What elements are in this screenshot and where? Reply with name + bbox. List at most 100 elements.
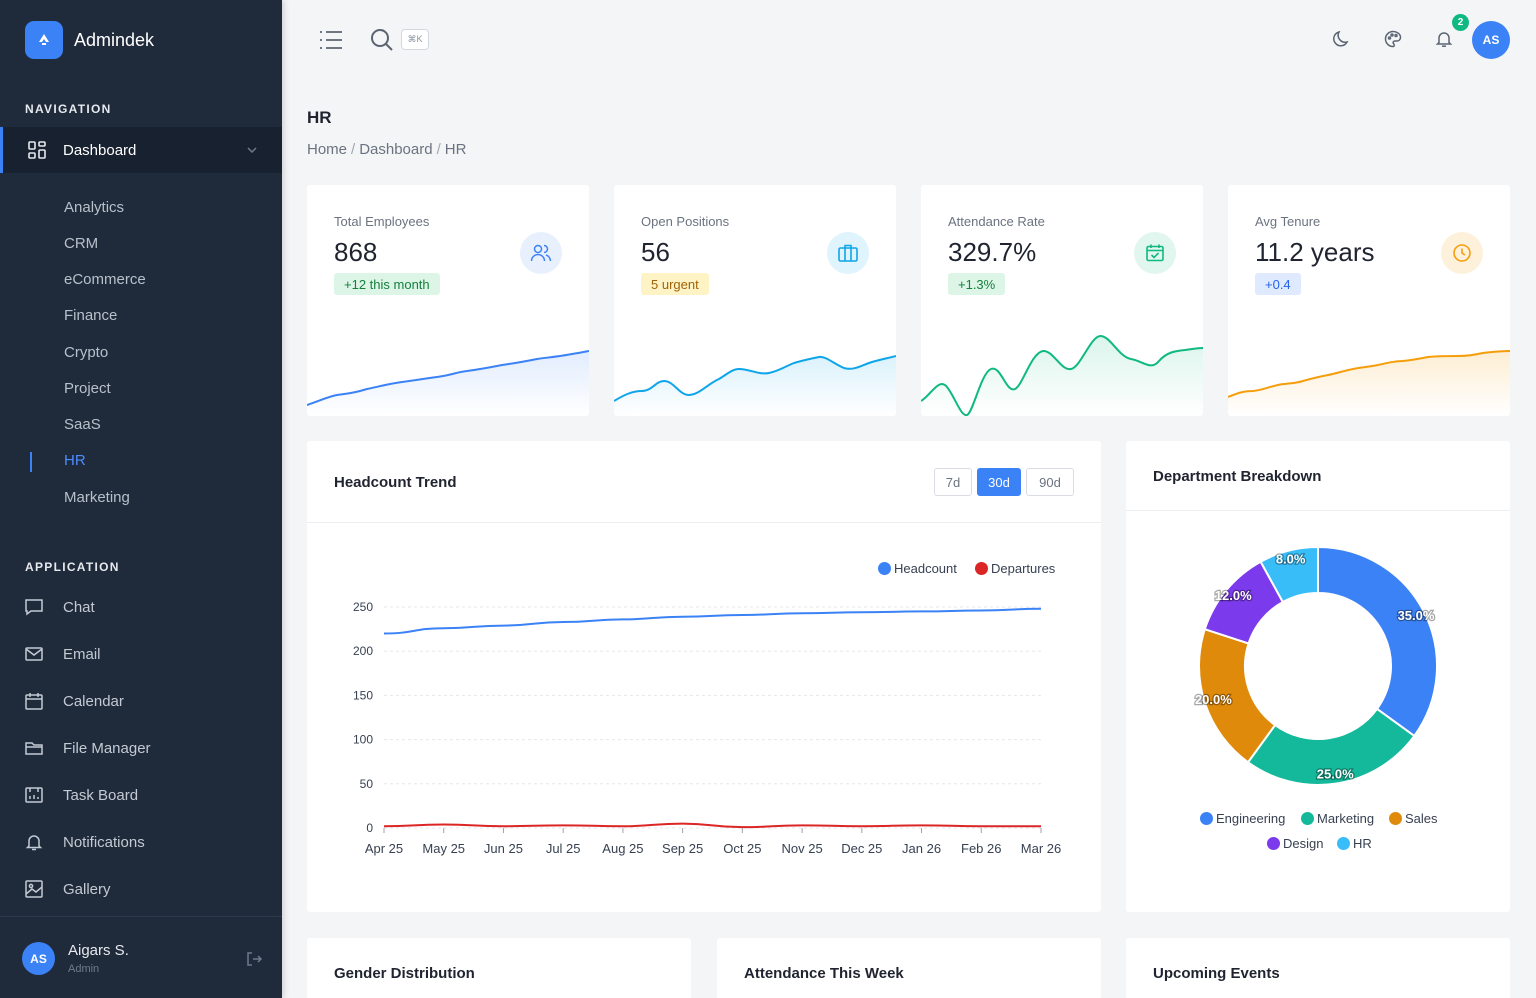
user-role: Admin <box>68 963 100 975</box>
sidebar-item-crm[interactable]: CRM <box>64 235 99 252</box>
brand-name: Admindek <box>74 29 155 50</box>
dashboard-grid-icon <box>27 140 47 160</box>
legend-engineering[interactable]: Engineering <box>1200 811 1285 826</box>
brand-logo-icon <box>25 21 63 59</box>
sidebar-item-calendar[interactable]: Calendar <box>24 691 124 711</box>
legend-label: Engineering <box>1216 811 1286 826</box>
donut-slice-label: 35.0% <box>1398 608 1435 623</box>
stat-card-avg-tenure: Avg Tenure 11.2 years +0.4 <box>1228 185 1510 416</box>
notification-count-badge: 2 <box>1452 14 1469 31</box>
sidebar-item-label: Gallery <box>63 880 111 898</box>
stat-badge: 5 urgent <box>641 273 709 295</box>
upcoming-events-title: Upcoming Events <box>1153 965 1280 982</box>
x-tick-label: May 25 <box>422 841 465 856</box>
search-shortcut-badge[interactable]: ⌘K <box>401 29 429 50</box>
legend-label: Headcount <box>894 561 957 576</box>
range-7d-button[interactable]: 7d <box>934 468 972 496</box>
legend-dot <box>878 562 891 575</box>
search-icon[interactable] <box>370 28 394 57</box>
y-tick-label: 0 <box>366 821 373 835</box>
sidebar-item-label: File Manager <box>63 739 151 757</box>
breadcrumb: Home / Dashboard / HR <box>307 141 467 158</box>
range-30d-button[interactable]: 30d <box>977 468 1021 496</box>
x-tick-label: Feb 26 <box>961 841 1001 856</box>
stat-label: Attendance Rate <box>948 214 1045 229</box>
range-90d-button[interactable]: 90d <box>1026 468 1074 496</box>
sidebar-item-marketing[interactable]: Marketing <box>64 489 130 506</box>
stat-badge: +0.4 <box>1255 273 1301 295</box>
sidebar-item-label: Calendar <box>63 692 124 710</box>
stat-value: 11.2 years <box>1255 237 1375 267</box>
stat-card-attendance-rate: Attendance Rate 329.7% +1.3% <box>921 185 1203 416</box>
donut-slice-label: 20.0% <box>1195 692 1232 707</box>
panel-divider <box>1126 510 1510 511</box>
upcoming-events-panel <box>1126 938 1510 998</box>
calendar-icon <box>25 693 43 710</box>
department-breakdown-panel <box>1126 441 1510 912</box>
legend-dot <box>1301 812 1314 825</box>
image-icon <box>25 880 43 898</box>
legend-label: Sales <box>1405 811 1438 826</box>
sidebar-item-notifications[interactable]: Notifications <box>24 832 145 852</box>
sidebar-item-analytics[interactable]: Analytics <box>64 199 125 216</box>
sidebar-item-crypto[interactable]: Crypto <box>64 344 109 361</box>
x-tick-label: Sep 25 <box>662 841 703 856</box>
moon-icon[interactable] <box>1333 30 1351 53</box>
legend-marketing[interactable]: Marketing <box>1301 811 1374 826</box>
legend-headcount[interactable]: Headcount <box>878 561 957 576</box>
attendance-week-title: Attendance This Week <box>744 965 904 982</box>
sidebar-item-label: Email <box>63 645 101 663</box>
sidebar-item-email[interactable]: Email <box>24 644 101 664</box>
stat-label: Avg Tenure <box>1255 214 1321 229</box>
palette-icon[interactable] <box>1384 30 1402 53</box>
sidebar-item-ecommerce[interactable]: eCommerce <box>64 271 146 288</box>
chevron-down-icon <box>246 143 258 161</box>
breadcrumb-dashboard[interactable]: Dashboard <box>359 141 433 158</box>
legend-label: Departures <box>991 561 1056 576</box>
logout-icon[interactable] <box>245 950 263 973</box>
legend-design[interactable]: Design <box>1267 836 1323 851</box>
sidebar-item-task-board[interactable]: Task Board <box>24 785 138 805</box>
avatar[interactable]: AS <box>1472 21 1510 59</box>
breadcrumb-current: HR <box>444 141 467 158</box>
bell-icon[interactable] <box>1435 30 1453 53</box>
avatar[interactable]: AS <box>22 942 55 975</box>
stat-label: Total Employees <box>334 214 430 229</box>
page-title: HR <box>307 108 332 127</box>
sidebar-item-file-manager[interactable]: File Manager <box>24 738 151 758</box>
sidebar-item-chat[interactable]: Chat <box>24 597 95 617</box>
legend-departures[interactable]: Departures <box>975 561 1055 576</box>
chat-icon <box>25 599 43 616</box>
attendance-week-panel <box>717 938 1101 998</box>
sidebar-item-dashboard[interactable]: Dashboard <box>0 127 282 173</box>
sidebar-item-hr[interactable]: HR <box>64 452 86 469</box>
y-tick-label: 100 <box>353 733 373 747</box>
nav-section-application: APPLICATION <box>25 560 120 574</box>
breadcrumb-home[interactable]: Home <box>307 141 348 158</box>
sidebar-item-finance[interactable]: Finance <box>64 307 118 324</box>
brand[interactable]: Admindek <box>25 21 154 59</box>
menu-toggle-icon[interactable] <box>319 29 343 56</box>
stat-card-open-positions: Open Positions 56 5 urgent <box>614 185 896 416</box>
legend-sales[interactable]: Sales <box>1389 811 1438 826</box>
legend-dot <box>1389 812 1402 825</box>
legend-hr[interactable]: HR <box>1337 836 1372 851</box>
legend-label: Design <box>1283 836 1324 851</box>
sparkline-total-employees <box>307 350 589 416</box>
x-tick-label: Jan 26 <box>902 841 941 856</box>
stat-value: 868 <box>334 237 378 267</box>
y-tick-label: 200 <box>353 644 373 658</box>
clock-icon <box>1441 232 1483 274</box>
x-tick-label: Apr 25 <box>365 841 403 856</box>
legend-dot <box>1337 837 1350 850</box>
stat-badge: +12 this month <box>334 273 440 295</box>
donut-slice-engineering[interactable] <box>1317 545 1438 738</box>
donut-slice-hr[interactable] <box>1259 545 1319 604</box>
users-icon <box>520 232 562 274</box>
sidebar-item-saas[interactable]: SaaS <box>64 416 101 433</box>
panel-divider <box>307 522 1101 523</box>
department-donut-chart: 35.0% 25.0% 20.0% 12.0% 8.0% <box>1194 545 1438 786</box>
sidebar-item-project[interactable]: Project <box>64 380 111 397</box>
sidebar-item-gallery[interactable]: Gallery <box>24 879 111 899</box>
briefcase-icon <box>827 232 869 274</box>
